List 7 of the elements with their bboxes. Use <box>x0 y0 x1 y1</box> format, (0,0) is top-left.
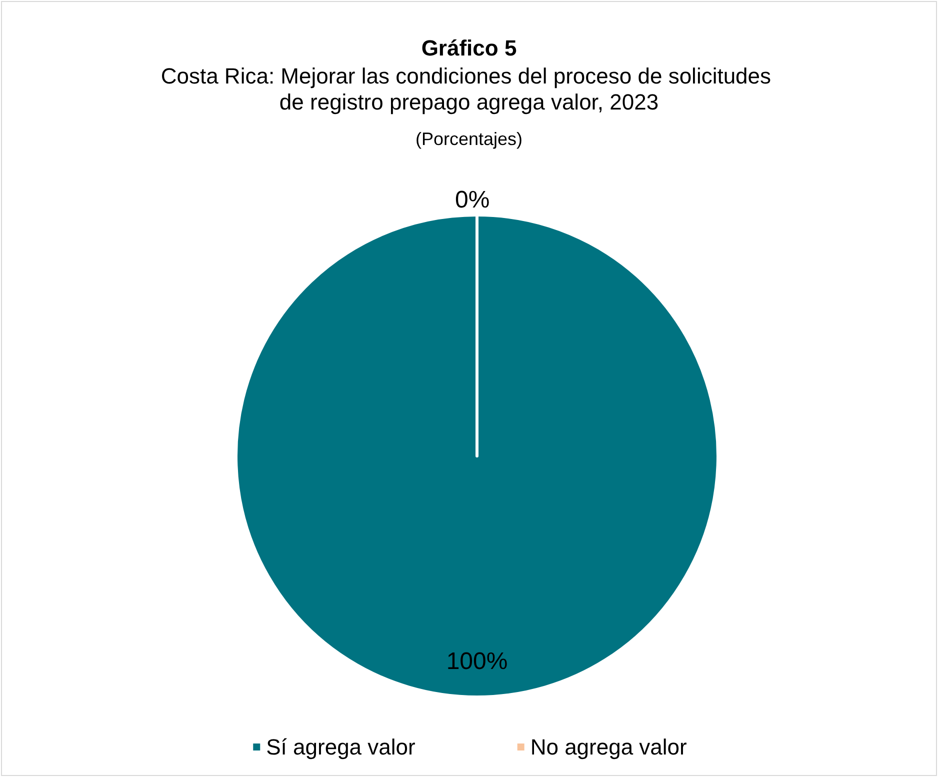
text: (Porcentajes) <box>415 129 523 149</box>
chart-title: Gráfico 5 <box>421 36 517 60</box>
text: 0% <box>455 186 490 214</box>
legend-label: No agrega valor <box>530 734 687 760</box>
chart-subtitle: Costa Rica: Mejorar las condiciones del proceso de solicitudes de registro prepago agrega valor, 2023 <box>160 64 778 114</box>
legend-label: Sí agrega valor <box>266 734 416 760</box>
data-label: 100% <box>446 648 508 675</box>
